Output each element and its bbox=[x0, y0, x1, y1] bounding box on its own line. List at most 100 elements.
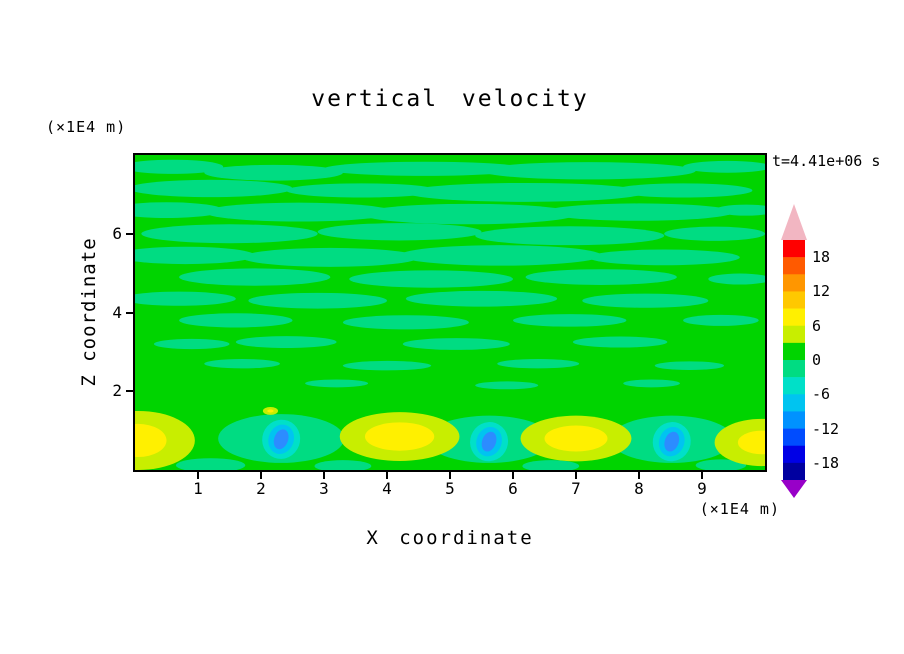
negative-patch bbox=[525, 269, 677, 285]
downdraft-layer bbox=[481, 431, 497, 452]
colorbar-segment bbox=[783, 462, 805, 481]
negative-patch bbox=[361, 203, 576, 225]
x-tick-label: 8 bbox=[634, 479, 644, 498]
x-axis-title: X coordinate bbox=[366, 527, 534, 549]
colorbar-segment bbox=[783, 428, 805, 447]
negative-patch bbox=[623, 379, 680, 388]
y-tick-label: 6 bbox=[112, 223, 122, 243]
x-tick-mark bbox=[701, 472, 703, 479]
negative-patch bbox=[135, 159, 224, 174]
colorbar-segment bbox=[783, 360, 805, 378]
negative-patch bbox=[135, 202, 224, 218]
negative-patch bbox=[475, 381, 539, 390]
colorbar-tick-label: -12 bbox=[812, 419, 840, 438]
updraft-core bbox=[544, 425, 608, 452]
y-tick-mark bbox=[126, 232, 133, 235]
x-tick-label: 3 bbox=[319, 479, 329, 498]
negative-patch bbox=[324, 161, 526, 176]
x-tick-mark bbox=[449, 472, 451, 479]
x-tick-label: 5 bbox=[445, 479, 455, 498]
colorbar-tick-label: 0 bbox=[812, 351, 822, 369]
x-tick-label: 1 bbox=[193, 479, 203, 498]
negative-patch bbox=[135, 291, 236, 306]
updraft-core bbox=[267, 409, 274, 413]
x-tick-mark bbox=[638, 472, 640, 479]
contour-field bbox=[135, 155, 765, 470]
y-tick-mark bbox=[126, 311, 133, 314]
colorbar-tick-label: 18 bbox=[812, 248, 831, 267]
negative-patch bbox=[179, 313, 293, 328]
negative-patch bbox=[695, 459, 747, 470]
negative-patch bbox=[613, 183, 753, 198]
y-tick-mark bbox=[126, 390, 133, 393]
updraft-core bbox=[737, 430, 765, 455]
negative-patch bbox=[654, 361, 725, 370]
negative-patch bbox=[317, 223, 482, 241]
negative-patch bbox=[522, 460, 580, 470]
colorbar-segment bbox=[783, 342, 805, 361]
negative-patch bbox=[349, 270, 513, 288]
negative-patch bbox=[204, 202, 394, 222]
colorbar-segment bbox=[783, 377, 805, 395]
negative-patch bbox=[664, 226, 765, 241]
colorbar-under-arrow bbox=[781, 480, 807, 498]
colorbar-segment bbox=[783, 291, 805, 309]
negative-patch bbox=[513, 314, 627, 327]
x-tick-mark bbox=[260, 472, 262, 479]
colorbar-tick-label: -6 bbox=[812, 385, 831, 404]
negative-patch bbox=[286, 183, 438, 198]
x-tick-mark bbox=[575, 472, 577, 479]
x-tick-mark bbox=[197, 472, 199, 479]
negative-patch bbox=[175, 458, 246, 470]
colorbar-segment bbox=[783, 445, 805, 464]
negative-patch bbox=[179, 268, 331, 286]
negative-patch bbox=[342, 360, 432, 371]
negative-patch bbox=[582, 293, 709, 308]
colorbar-segment bbox=[783, 325, 805, 344]
negative-patch bbox=[405, 290, 558, 307]
negative-patch bbox=[153, 338, 230, 350]
negative-patch bbox=[342, 315, 469, 330]
colorbar-over-arrow bbox=[781, 204, 807, 240]
negative-patch bbox=[708, 273, 765, 285]
time-annotation: t=4.41e+06 s bbox=[772, 152, 881, 170]
x-tick-mark bbox=[323, 472, 325, 479]
colorbar-tick-label: 12 bbox=[812, 282, 831, 301]
x-tick-label: 9 bbox=[697, 479, 707, 498]
downdraft-layer bbox=[664, 431, 680, 452]
negative-patch bbox=[248, 292, 387, 309]
colorbar-segment bbox=[783, 411, 805, 429]
y-axis-unit-label: (×1E4 m) bbox=[46, 118, 127, 136]
colorbar-segment bbox=[783, 308, 805, 327]
negative-patch bbox=[572, 336, 668, 348]
negative-patch bbox=[135, 246, 255, 265]
negative-patch bbox=[204, 164, 343, 181]
colorbar-segment bbox=[783, 257, 805, 275]
x-tick-label: 2 bbox=[256, 479, 266, 498]
negative-patch bbox=[481, 162, 696, 180]
negative-patch bbox=[235, 336, 337, 348]
updraft-core bbox=[364, 422, 435, 451]
negative-patch bbox=[475, 226, 665, 246]
x-tick-mark bbox=[386, 472, 388, 479]
negative-patch bbox=[402, 338, 510, 350]
negative-patch bbox=[204, 358, 280, 369]
negative-patch bbox=[305, 379, 369, 388]
colorbar-segment bbox=[783, 274, 805, 292]
negative-patch bbox=[683, 160, 765, 173]
negative-patch bbox=[141, 224, 318, 244]
negative-patch bbox=[544, 203, 734, 221]
chart-title: vertical velocity bbox=[311, 86, 589, 112]
negative-patch bbox=[714, 204, 765, 216]
negative-patch bbox=[683, 314, 759, 326]
x-tick-mark bbox=[512, 472, 514, 479]
negative-patch bbox=[588, 249, 740, 266]
x-axis-unit-label: (×1E4 m) bbox=[699, 500, 780, 518]
y-tick-label: 4 bbox=[112, 302, 122, 322]
plot-area bbox=[133, 153, 767, 472]
colorbar bbox=[781, 204, 807, 498]
negative-patch bbox=[242, 247, 419, 267]
negative-patch bbox=[314, 460, 372, 470]
y-tick-label: 2 bbox=[112, 381, 122, 401]
colorbar-tick-label: 6 bbox=[812, 316, 822, 335]
